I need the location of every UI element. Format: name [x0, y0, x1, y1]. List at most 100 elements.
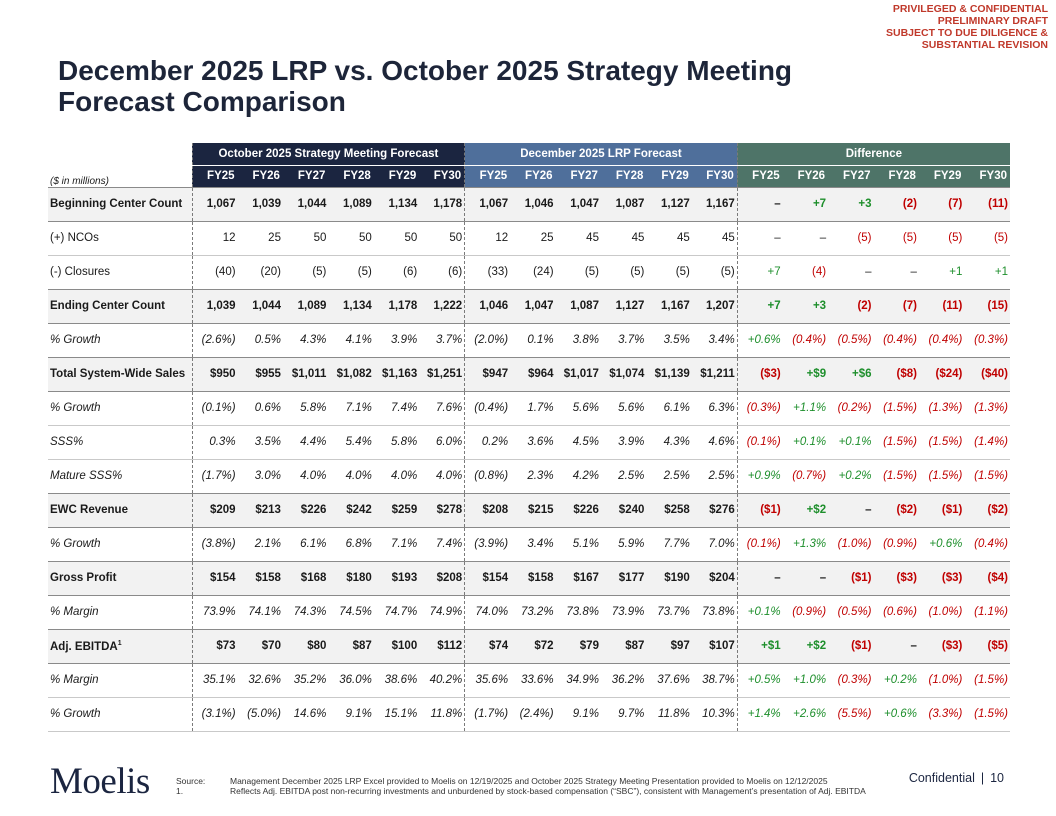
header-spacer	[48, 143, 193, 165]
cell-diff-fy28: (0.9%)	[873, 527, 919, 562]
cell-diff-fy28: (1.5%)	[873, 459, 919, 494]
row-label: SSS%	[48, 425, 193, 460]
confidentiality-stamp: PRIVILEGED & CONFIDENTIAL PRELIMINARY DR…	[828, 3, 1048, 51]
cell-diff-fy29: (11)	[918, 289, 965, 324]
cell-diff-fy26: –	[782, 561, 829, 596]
year-header-row: ($ in millions) FY25 FY26 FY27 FY28 FY29 FY30…	[48, 165, 1010, 187]
cell-diff-fy26: +0.1%	[782, 425, 829, 460]
cell-dec-fy29: 6.1%	[646, 391, 692, 426]
row-label-text: Beginning Center Count	[50, 198, 183, 210]
row-label-text: % Margin	[50, 674, 99, 686]
row-label: Total System-Wide Sales	[48, 357, 193, 392]
cell-oct-fy27: 1,044	[282, 186, 329, 222]
cell-oct-fy28: 50	[328, 221, 374, 256]
cell-oct-fy30: 7.6%	[419, 391, 465, 426]
table-row: EWC Revenue $209 $213 $226 $242 $259 $278 $208 $…	[48, 493, 1010, 528]
cell-diff-fy26: +7	[782, 186, 829, 222]
cell-oct-fy27: 50	[282, 221, 329, 256]
year-header-dec-fy26: FY26	[510, 165, 556, 187]
cell-diff-fy25: +0.5%	[736, 663, 783, 698]
cell-dec-fy26: 3.4%	[510, 527, 556, 562]
year-header-diff-fy30: FY30	[964, 165, 1010, 187]
cell-diff-fy27: (2)	[828, 289, 874, 324]
cell-dec-fy29: 1,167	[646, 289, 692, 324]
year-header-dec-fy30: FY30	[691, 165, 738, 187]
row-label: % Growth	[48, 323, 193, 358]
cell-oct-fy29: 1,178	[373, 289, 420, 324]
cell-oct-fy25: (2.6%)	[191, 323, 238, 358]
cell-oct-fy29: 50	[373, 221, 420, 256]
year-header-diff-fy27: FY27	[828, 165, 874, 187]
cell-oct-fy30: 4.0%	[419, 459, 465, 494]
cell-dec-fy27: 5.6%	[555, 391, 601, 426]
table-row: (-) Closures (40) (20) (5) (5) (6) (6) (33) (24)…	[48, 255, 1010, 290]
cell-diff-fy27: +0.2%	[828, 459, 874, 494]
cell-dec-fy25: 1,046	[464, 289, 511, 324]
table-row: % Growth (3.1%) (5.0%) 14.6% 9.1% 15.1% 11.8%(…	[48, 697, 1010, 732]
cell-oct-fy27: $1,011	[282, 357, 329, 392]
cell-diff-fy26: +2.6%	[782, 697, 829, 732]
cell-diff-fy28: (7)	[873, 289, 919, 324]
cell-oct-fy25: (1.7%)	[191, 459, 238, 494]
cell-dec-fy30: $1,211	[691, 357, 738, 392]
row-label: % Margin	[48, 595, 193, 630]
cell-dec-fy25: 35.6%	[464, 663, 511, 698]
row-label-text: Total System-Wide Sales	[50, 368, 186, 380]
year-header-dec-fy29: FY29	[646, 165, 692, 187]
cell-dec-fy25: (0.4%)	[464, 391, 511, 426]
cell-oct-fy30: 11.8%	[419, 697, 465, 732]
row-label: % Growth	[48, 527, 193, 562]
cell-oct-fy29: 74.7%	[373, 595, 420, 630]
cell-diff-fy26: (4)	[782, 255, 829, 290]
title-line-2: Forecast Comparison	[58, 86, 346, 117]
cell-oct-fy27: 74.3%	[282, 595, 329, 630]
cell-diff-fy28: (0.6%)	[873, 595, 919, 630]
cell-dec-fy29: 3.5%	[646, 323, 692, 358]
cell-oct-fy28: 6.8%	[328, 527, 374, 562]
cell-oct-fy26: $158	[237, 561, 283, 596]
cell-diff-fy26: +$9	[782, 357, 829, 392]
table-row: % Margin 35.1% 32.6% 35.2% 36.0% 38.6% 40.2% 35…	[48, 663, 1010, 698]
footnote-1-text: Reflects Adj. EBITDA post non-recurring …	[230, 786, 866, 796]
cell-dec-fy28: 73.9%	[600, 595, 647, 630]
row-label-text: % Growth	[50, 708, 101, 720]
cell-oct-fy28: 1,089	[328, 186, 374, 222]
cell-oct-fy30: 1,222	[419, 289, 465, 324]
cell-diff-fy25: +0.6%	[736, 323, 783, 358]
cell-diff-fy30: (1.3%)	[964, 391, 1010, 426]
row-label-text: SSS%	[50, 436, 84, 448]
cell-oct-fy25: (0.1%)	[191, 391, 238, 426]
cell-diff-fy30: (11)	[964, 186, 1010, 222]
cell-oct-fy27: 14.6%	[282, 697, 329, 732]
cell-diff-fy28: (1.5%)	[873, 425, 919, 460]
cell-dec-fy28: 45	[600, 221, 647, 256]
cell-diff-fy26: (0.7%)	[782, 459, 829, 494]
cell-diff-fy29: (7)	[918, 186, 965, 222]
cell-oct-fy29: 7.1%	[373, 527, 420, 562]
cell-dec-fy28: 1,127	[600, 289, 647, 324]
year-header-oct-fy27: FY27	[282, 165, 329, 187]
cell-dec-fy30: 10.3%	[691, 697, 738, 732]
cell-oct-fy26: 1,044	[237, 289, 283, 324]
cell-dec-fy25: 74.0%	[464, 595, 511, 630]
footnote-1: 1. Reflects Adj. EBITDA post non-recurrin…	[176, 786, 866, 796]
group-header-row: October 2025 Strategy Meeting Forecast D…	[48, 143, 1010, 166]
cell-dec-fy26: 73.2%	[510, 595, 556, 630]
year-header-oct-fy26: FY26	[237, 165, 283, 187]
cell-dec-fy29: $258	[646, 493, 692, 528]
cell-dec-fy25: $74	[464, 629, 511, 664]
cell-dec-fy26: 0.1%	[510, 323, 556, 358]
cell-dec-fy29: 1,127	[646, 186, 692, 222]
cell-dec-fy29: 11.8%	[646, 697, 692, 732]
cell-dec-fy27: 5.1%	[555, 527, 601, 562]
cell-oct-fy30: $1,251	[419, 357, 465, 392]
cell-dec-fy30: 38.7%	[691, 663, 738, 698]
cell-diff-fy29: (3.3%)	[918, 697, 965, 732]
cell-dec-fy28: 5.6%	[600, 391, 647, 426]
row-label-text: % Margin	[50, 606, 99, 618]
cell-diff-fy26: +$2	[782, 629, 829, 664]
cell-diff-fy30: ($40)	[964, 357, 1010, 392]
cell-oct-fy30: 7.4%	[419, 527, 465, 562]
row-label-text: % Growth	[50, 402, 101, 414]
cell-oct-fy27: 4.4%	[282, 425, 329, 460]
